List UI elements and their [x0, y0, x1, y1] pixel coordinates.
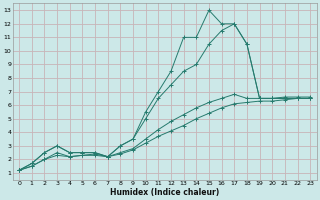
- X-axis label: Humidex (Indice chaleur): Humidex (Indice chaleur): [110, 188, 219, 197]
